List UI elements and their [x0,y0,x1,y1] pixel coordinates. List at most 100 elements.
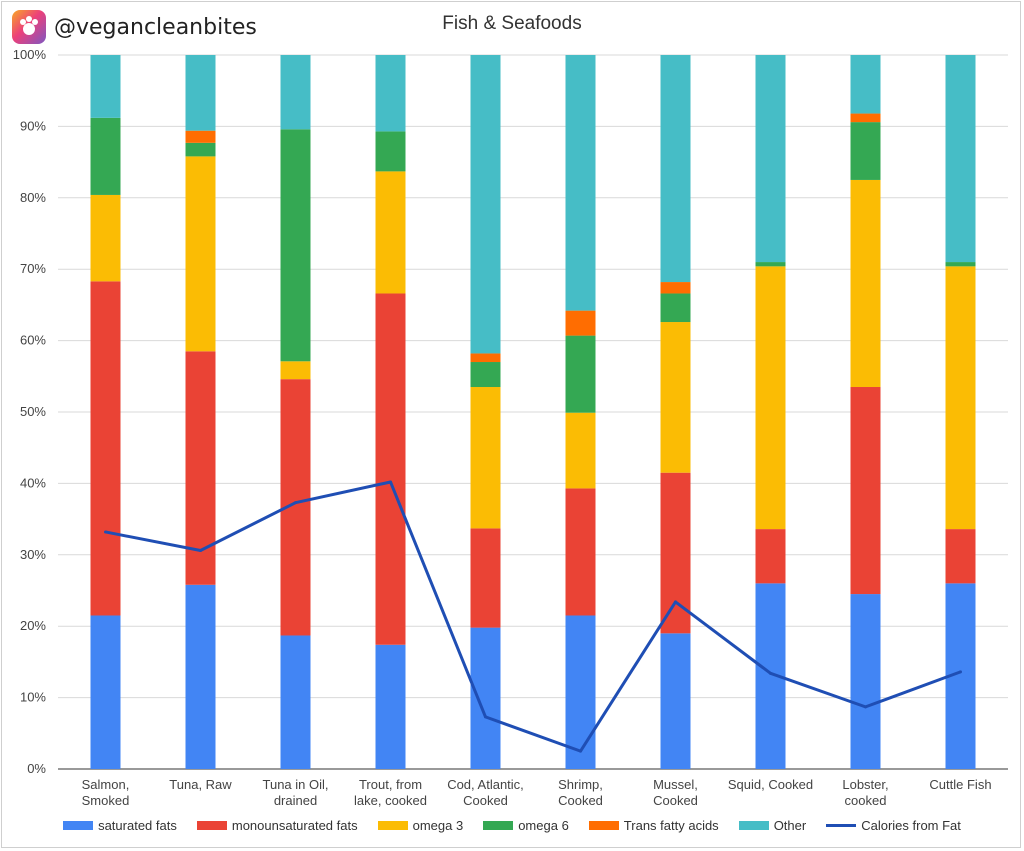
bar-segment [280,635,311,769]
bar-segment [945,262,976,267]
line-point [674,600,677,604]
x-tick-label: Tuna, Raw [169,777,232,792]
line-point [864,705,867,709]
legend-item: saturated fats [63,818,177,833]
x-tick-label: Tuna in Oil, drained [263,777,329,808]
bar-segment [565,335,596,413]
x-tick-label: Salmon, Smoked [82,777,130,808]
line-point [104,530,107,534]
vegan-logo-icon [12,10,46,44]
bar-segment [375,644,406,769]
bar-segment [185,156,216,352]
bar-segment [90,194,121,282]
bar-segment [470,627,501,769]
legend-item: Trans fatty acids [588,818,719,833]
x-tick-label: Mussel, Cooked [653,777,698,808]
x-tick-label: Lobster, cooked [842,777,888,808]
bar-segment [375,171,406,294]
bar-segment [90,55,121,118]
legend-item: Calories from Fat [826,818,961,833]
bar-segment [90,117,121,195]
bar-segment [280,129,311,362]
y-tick-label: 80% [20,190,46,205]
bar-segment [280,361,311,380]
legend-label: monounsaturated fats [231,818,358,833]
bar-segment [850,113,881,123]
y-tick-label: 90% [20,118,46,133]
legend-item: omega 3 [377,818,464,833]
line-point [199,549,202,553]
y-tick-label: 70% [20,261,46,276]
bar-segment [850,122,881,180]
bar-segment [90,281,121,616]
x-tick-label: Trout, from lake, cooked [354,777,427,808]
bar-segment [565,310,596,336]
bar-segment [565,488,596,616]
legend-item: omega 6 [483,818,569,833]
bar-segment [660,472,691,634]
line-point [959,670,962,674]
legend-label: Calories from Fat [861,818,961,833]
bar-segment [375,293,406,645]
bar-segment [755,266,786,530]
y-tick-label: 60% [20,333,46,348]
bar-segment [660,55,691,283]
bar-segment [850,55,881,114]
y-tick-label: 20% [20,618,46,633]
bar-segment [185,142,216,157]
bar-segment [850,179,881,388]
legend-swatch [826,824,857,827]
bar-segment [565,412,596,489]
legend-swatch [588,821,619,830]
chart-title: Fish & Seafoods [442,13,582,34]
bar-segment [660,322,691,473]
line-point [389,480,392,484]
x-tick-label: Cuttle Fish [929,777,991,792]
legend-swatch [63,821,94,830]
bar-segment [945,529,976,584]
x-tick-label: Cod, Atlantic, Cooked [447,777,524,808]
legend-item: Other [738,818,806,833]
bar-segment [660,633,691,769]
bar-segment [755,55,786,263]
bar-segment [185,584,216,769]
brand-handle: @vegancleanbites [54,14,257,40]
bar-segment [375,55,406,132]
y-tick-label: 0% [27,761,46,776]
bar-segment [185,130,216,143]
bar-segment [660,293,691,323]
legend-label: Trans fatty acids [623,818,719,833]
bar-segment [470,55,501,354]
bar-segment [470,387,501,529]
y-tick-label: 30% [20,547,46,562]
bar-segment [850,387,881,595]
legend-item: monounsaturated fats [196,818,358,833]
legend-swatch [196,821,227,830]
bar-segment [755,262,786,267]
line-point [294,501,297,505]
x-tick-label: Squid, Cooked [728,777,813,792]
bar-segment [850,594,881,769]
y-tick-label: 40% [20,475,46,490]
legend-label: omega 3 [412,818,464,833]
bar-segment [755,529,786,584]
bar-segment [945,266,976,530]
bar-segment [945,55,976,263]
y-tick-label: 50% [20,404,46,419]
x-tick-label: Shrimp, Cooked [558,777,603,808]
chart-legend: saturated fats monounsaturated fats omega … [0,818,1024,833]
legend-label: saturated fats [98,818,177,833]
legend-swatch [483,821,514,830]
y-tick-label: 100% [13,47,47,62]
line-series-calories-from-fat [105,480,962,753]
legend-swatch [377,821,408,830]
legend-label: omega 6 [518,818,569,833]
bar-segment [90,615,121,769]
bar-segment [565,615,596,769]
brand-header: @vegancleanbites [12,10,257,44]
bar-segment [185,55,216,131]
bar-segment [280,55,311,130]
line-point [484,715,487,719]
